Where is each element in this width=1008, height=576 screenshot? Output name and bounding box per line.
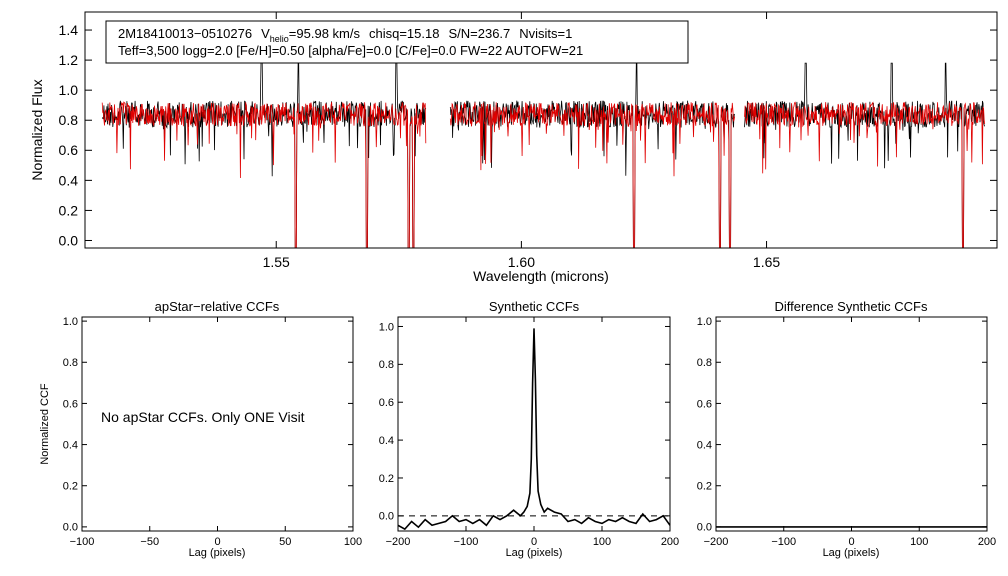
y-tick-label: 0.2 bbox=[697, 481, 712, 493]
no-ccf-note: No apStar CCFs. Only ONE Visit bbox=[101, 409, 305, 425]
info-box-frame bbox=[105, 20, 689, 64]
difference-ccf-ticks: −200 −100 0 100 200 0.0 0.2 0.4 0.6 0.8 1.0 bbox=[697, 316, 996, 548]
y-tick-label: 0.6 bbox=[379, 397, 394, 409]
info-box: 2M18410013−0510276 Vhelio=95.98 km/s chisq… bbox=[105, 20, 689, 64]
spectrum-observed-line bbox=[101, 62, 427, 248]
spectrum-xlabel: Wavelength (microns) bbox=[473, 268, 609, 284]
y-tick-label: 0.8 bbox=[697, 357, 712, 369]
x-tick-label: −100 bbox=[771, 536, 796, 548]
synthetic-ccf-line bbox=[397, 328, 671, 531]
y-tick-label: 1.0 bbox=[379, 321, 394, 333]
synthetic-ccf-title: Synthetic CCFs bbox=[489, 299, 580, 314]
apstar-ccf-title: apStar−relative CCFs bbox=[155, 299, 280, 314]
spectrum-panel: 1.55 1.60 1.65 0.0 0.2 0.4 0.6 0.8 1.0 1.2 1.4 Wav… bbox=[29, 11, 998, 284]
synthetic-ccf-panel: Synthetic CCFs −200 −100 0 100 200 0.0 0.2 0.4 0… bbox=[379, 299, 679, 559]
y-tick-label: 1.0 bbox=[59, 82, 79, 98]
signal-to-noise: S/N=236.7 bbox=[448, 26, 510, 41]
y-tick-label: 0.8 bbox=[379, 359, 394, 371]
info-line-2: Teff=3,500 logg=2.0 [Fe/H]=0.50 [alpha/F… bbox=[118, 43, 583, 58]
y-tick-label: 1.4 bbox=[59, 22, 79, 38]
x-tick-label: −200 bbox=[704, 536, 729, 548]
x-tick-label: 100 bbox=[593, 536, 611, 548]
y-tick-label: 0.6 bbox=[59, 142, 79, 158]
y-tick-label: 1.0 bbox=[697, 316, 712, 328]
y-tick-label: 1.0 bbox=[63, 316, 78, 328]
synthetic-ccf-xlabel: Lag (pixels) bbox=[506, 547, 563, 559]
difference-ccf-frame bbox=[715, 316, 988, 532]
x-tick-label: 0 bbox=[531, 536, 537, 548]
star-id: 2M18410013−0510276 bbox=[118, 26, 252, 41]
x-tick-label: 1.60 bbox=[508, 254, 535, 270]
x-tick-label: −100 bbox=[70, 536, 95, 548]
y-tick-label: 0.4 bbox=[697, 439, 712, 451]
apstar-ccf-xlabel: Lag (pixels) bbox=[189, 547, 246, 559]
spectrum-model-line bbox=[744, 101, 986, 248]
y-tick-label: 0.0 bbox=[59, 232, 79, 248]
difference-ccf-panel: Difference Synthetic CCFs −200 −100 0 100 20… bbox=[697, 299, 996, 559]
spectrum-model-line bbox=[449, 102, 736, 248]
y-tick-label: 1.2 bbox=[59, 52, 79, 68]
nvisits: Nvisits=1 bbox=[519, 26, 572, 41]
difference-ccf-title: Difference Synthetic CCFs bbox=[775, 299, 928, 314]
y-tick-label: 0.4 bbox=[59, 172, 79, 188]
y-tick-label: 0.0 bbox=[379, 511, 394, 523]
y-tick-label: 0.6 bbox=[697, 398, 712, 410]
apstar-ccf-panel: apStar−relative CCFs −100 −50 0 50 100 0.0 0.2… bbox=[39, 299, 362, 559]
spectrum-plot-area bbox=[101, 62, 986, 248]
x-tick-label: −100 bbox=[454, 536, 479, 548]
x-tick-label: 0 bbox=[848, 536, 854, 548]
difference-ccf-xlabel: Lag (pixels) bbox=[823, 547, 880, 559]
y-tick-label: 0.2 bbox=[63, 481, 78, 493]
y-tick-label: 0.4 bbox=[63, 439, 78, 451]
y-tick-label: 0.8 bbox=[63, 357, 78, 369]
x-tick-label: 1.65 bbox=[753, 254, 780, 270]
apstar-ccf-ticks: −100 −50 0 50 100 0.0 0.2 0.4 0.6 0.8 1.0 bbox=[63, 316, 362, 548]
chisq: chisq=15.18 bbox=[369, 26, 439, 41]
spectrum-ylabel: Normalized Flux bbox=[29, 79, 45, 180]
y-tick-label: 0.0 bbox=[697, 522, 712, 534]
x-tick-label: 200 bbox=[661, 536, 679, 548]
x-tick-label: 100 bbox=[910, 536, 928, 548]
x-tick-label: 1.55 bbox=[263, 254, 290, 270]
spectrum-ticks: 1.55 1.60 1.65 0.0 0.2 0.4 0.6 0.8 1.0 1.2 1.4 bbox=[59, 12, 997, 270]
spectrum-model-line bbox=[101, 101, 427, 248]
x-tick-label: −200 bbox=[386, 536, 411, 548]
spectrum-observed-line bbox=[449, 62, 736, 248]
synthetic-ccf-plot-area bbox=[397, 328, 671, 531]
x-tick-label: −50 bbox=[140, 536, 159, 548]
y-tick-label: 0.4 bbox=[379, 435, 394, 447]
spectrum-frame bbox=[84, 11, 998, 249]
apstar-ccf-ylabel: Normalized CCF bbox=[39, 383, 51, 465]
y-tick-label: 0.2 bbox=[59, 202, 79, 218]
y-tick-label: 0.6 bbox=[63, 398, 78, 410]
y-tick-label: 0.8 bbox=[59, 112, 79, 128]
y-tick-label: 0.2 bbox=[379, 473, 394, 485]
x-tick-label: 0 bbox=[214, 536, 220, 548]
x-tick-label: 100 bbox=[344, 536, 362, 548]
synthetic-ccf-ticks: −200 −100 0 100 200 0.0 0.2 0.4 0.6 0.8 1.0 bbox=[379, 317, 679, 548]
x-tick-label: 50 bbox=[279, 536, 291, 548]
info-line-1: 2M18410013−0510276 Vhelio=95.98 km/s chisq… bbox=[118, 26, 572, 44]
y-tick-label: 0.0 bbox=[63, 522, 78, 534]
x-tick-label: 200 bbox=[978, 536, 996, 548]
spectrum-observed-line bbox=[744, 62, 986, 248]
